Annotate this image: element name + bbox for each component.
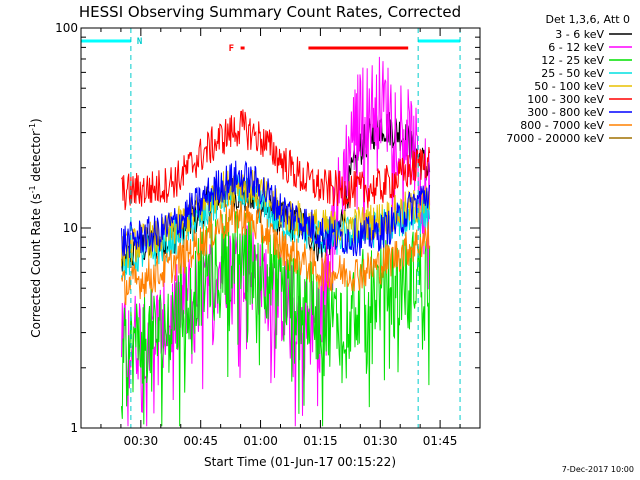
x-axis-label: Start Time (01-Jun-17 00:15:22) — [204, 455, 396, 469]
y-axis-label: Corrected Count Rate (s-1 detector-1) — [28, 118, 43, 337]
x-tick-label: 01:45 — [423, 434, 458, 448]
y-axis-label-sup1: -1 — [28, 185, 37, 193]
legend-label: 25 - 50 keV — [541, 67, 604, 80]
legend-title: Det 1,3,6, Att 0 — [546, 13, 630, 26]
legend-label: 7000 - 20000 keV — [506, 132, 604, 145]
x-tick-label: 00:45 — [183, 434, 218, 448]
night-flag-label: N — [137, 37, 142, 47]
legend-label: 800 - 7000 keV — [520, 119, 604, 132]
tick-layer: 00:30 00:45 01:00 01:15 01:30 01:45 1 10 100 — [55, 21, 481, 448]
y-axis-label-main: Corrected Count Rate (s — [29, 193, 43, 337]
chart-title: HESSI Observing Summary Count Rates, Cor… — [79, 3, 461, 21]
flare-flag-label: F — [229, 44, 234, 54]
legend-label: 6 - 12 keV — [548, 41, 604, 54]
y-tick-label: 1 — [70, 421, 78, 435]
y-axis-label-sup2: -1 — [28, 123, 37, 131]
x-tick-label: 00:30 — [124, 434, 159, 448]
date-stamp: 7-Dec-2017 10:00 — [562, 465, 634, 474]
x-tick-label: 01:15 — [303, 434, 338, 448]
legend-label: 12 - 25 keV — [541, 54, 604, 67]
series-line — [121, 208, 431, 427]
y-tick-label: 10 — [63, 221, 78, 235]
x-tick-label: 01:00 — [243, 434, 278, 448]
y-tick-label: 100 — [55, 21, 78, 35]
legend-label: 100 - 300 keV — [527, 93, 604, 106]
y-axis-label-mid: detector — [29, 131, 43, 186]
legend-label: 300 - 800 keV — [527, 106, 604, 119]
legend-label: 50 - 100 keV — [534, 80, 604, 93]
series-layer — [121, 56, 431, 427]
x-tick-label: 01:30 — [363, 434, 398, 448]
series-line — [121, 160, 431, 259]
series-line — [121, 200, 431, 306]
y-axis-label-end: ) — [29, 118, 43, 123]
series-line — [121, 109, 431, 211]
legend-label: 3 - 6 keV — [555, 28, 604, 41]
